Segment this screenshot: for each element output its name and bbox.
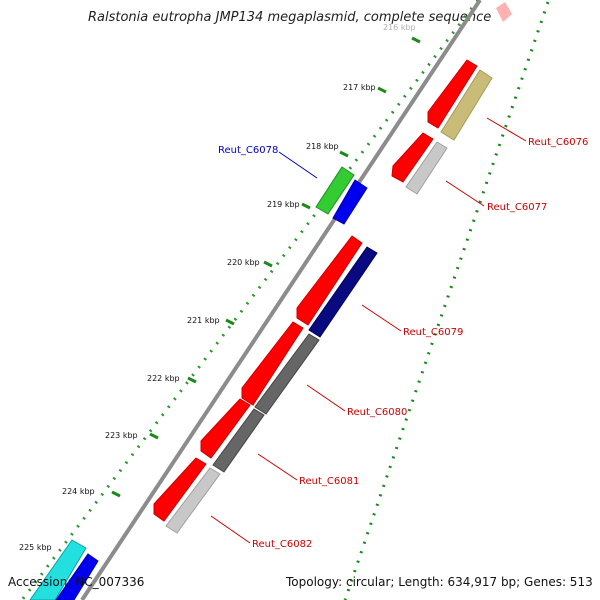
- cds-navy-6079: [308, 246, 378, 338]
- cds-red-6076a: [427, 59, 478, 129]
- cds-gray-6077: [405, 141, 448, 195]
- gene-label-reut-c6081: Reut_C6081: [299, 476, 359, 487]
- accession-text: Accession: NC_007336: [8, 575, 144, 589]
- cds-pink: [496, 2, 512, 22]
- map-title: Ralstonia eutropha JMP134 megaplasmid, c…: [88, 10, 491, 25]
- tick-label: 217 kbp: [343, 83, 376, 92]
- gene-label-reut-c6076: Reut_C6076: [528, 137, 588, 148]
- cds-cyan: [29, 539, 87, 600]
- cds-red-6079: [296, 235, 363, 326]
- gene-label-reut-c6078: Reut_C6078: [218, 145, 278, 156]
- tick-label: 218 kbp: [306, 142, 339, 151]
- cds-red-6080: [241, 321, 304, 406]
- cds-gray-6080: [254, 333, 320, 415]
- cds-blue-6078: [332, 179, 368, 225]
- gene-labels: Reut_C6076 Reut_C6077 Reut_C6078 Reut_C6…: [218, 137, 588, 550]
- tick-labels: 216 kbp 217 kbp 218 kbp 219 kbp 220 kbp …: [19, 23, 416, 552]
- cds-red-6081: [200, 398, 251, 459]
- cds-gray-6082: [165, 467, 221, 534]
- cds-blue-bottom: [55, 553, 99, 600]
- tick-label: 224 kbp: [62, 487, 95, 496]
- plasmid-backbone: [80, 0, 482, 600]
- tick-label: 220 kbp: [227, 258, 260, 267]
- tick-label: 216 kbp: [383, 23, 416, 32]
- tick-label: 219 kbp: [267, 200, 300, 209]
- cds-green-6078: [315, 166, 355, 215]
- tick-label: 223 kbp: [105, 431, 138, 440]
- gene-label-reut-c6082: Reut_C6082: [252, 539, 312, 550]
- tick-label: 222 kbp: [147, 374, 180, 383]
- gene-label-reut-c6077: Reut_C6077: [487, 202, 547, 213]
- gene-label-reut-c6079: Reut_C6079: [403, 327, 463, 338]
- inner-tick-track: [20, 0, 480, 600]
- cds-features: [29, 2, 512, 600]
- summary-text: Topology: circular; Length: 634,917 bp; …: [285, 575, 593, 589]
- leader-lines: [210, 117, 527, 544]
- tick-label: 225 kbp: [19, 543, 52, 552]
- ruler-tick-marks: [71, 36, 421, 554]
- cds-red-6082: [153, 457, 207, 522]
- tick-label: 221 kbp: [187, 316, 220, 325]
- cds-red-6077: [391, 132, 434, 183]
- cds-gray-6081: [212, 408, 265, 473]
- cds-olive-6076: [440, 69, 493, 141]
- gene-label-reut-c6080: Reut_C6080: [347, 407, 407, 418]
